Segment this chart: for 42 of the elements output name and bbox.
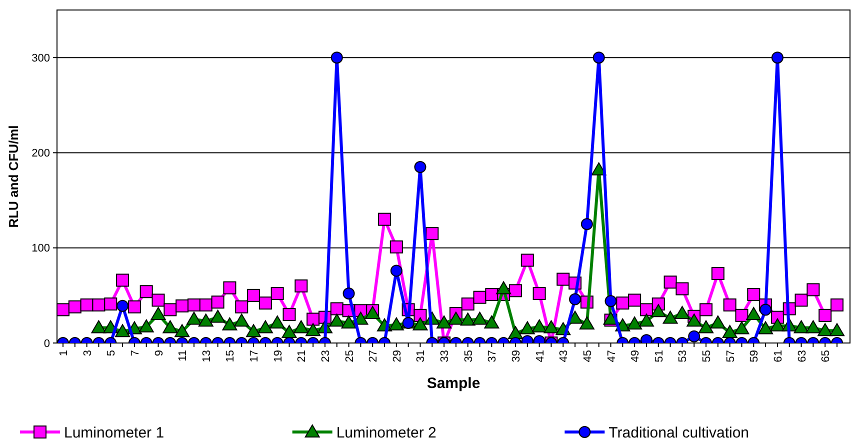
x-tick-label: 41 — [534, 350, 546, 362]
x-tick-label: 11 — [177, 350, 190, 362]
x-tick-label: 65 — [820, 350, 832, 362]
x-tick-label: 27 — [368, 350, 380, 362]
x-tick-label: 59 — [748, 350, 761, 362]
legend-label: Luminometer 1 — [64, 424, 164, 442]
x-tick-label: 7 — [129, 350, 142, 356]
y-tick-label: 300 — [32, 52, 50, 64]
x-tick-label: 3 — [82, 350, 94, 356]
x-tick-label: 25 — [344, 350, 356, 362]
legend-label: Traditional cultivation — [608, 424, 750, 442]
x-tick-label: 21 — [296, 350, 308, 362]
x-tick-label: 49 — [630, 350, 642, 362]
y-axis-title: RLU and CFU/ml — [6, 125, 21, 228]
x-tick-label: 33 — [439, 350, 452, 362]
x-tick-label: 5 — [106, 350, 118, 356]
x-tick-label: 61 — [772, 350, 784, 362]
x-tick-label: 53 — [677, 350, 690, 362]
x-tick-label: 9 — [153, 350, 166, 356]
x-tick-label: 43 — [558, 350, 570, 362]
x-tick-label: 47 — [606, 350, 618, 362]
y-tick-label: 100 — [32, 242, 50, 255]
x-tick-label: 13 — [200, 350, 213, 362]
x-tick-label: 51 — [653, 350, 666, 362]
y-tick-label: 0 — [44, 338, 50, 350]
x-tick-label: 31 — [415, 350, 428, 362]
x-tick-label: 39 — [510, 350, 522, 362]
x-tick-label: 23 — [320, 350, 332, 362]
x-tick-label: 63 — [796, 350, 808, 362]
x-tick-label: 19 — [272, 350, 284, 362]
x-tick-label: 29 — [391, 350, 404, 362]
x-tick-label: 37 — [486, 350, 499, 362]
x-tick-label: 15 — [224, 350, 237, 362]
y-tick-label: 200 — [32, 148, 50, 160]
x-tick-label: 45 — [582, 350, 594, 362]
x-axis-title: Sample — [426, 375, 480, 392]
x-tick-label: 55 — [701, 350, 714, 362]
x-tick-label: 35 — [462, 350, 475, 362]
x-tick-label: 17 — [248, 350, 261, 362]
x-tick-label: 1 — [58, 350, 70, 356]
legend-label: Luminometer 2 — [336, 424, 436, 442]
x-tick-label: 57 — [724, 350, 737, 362]
